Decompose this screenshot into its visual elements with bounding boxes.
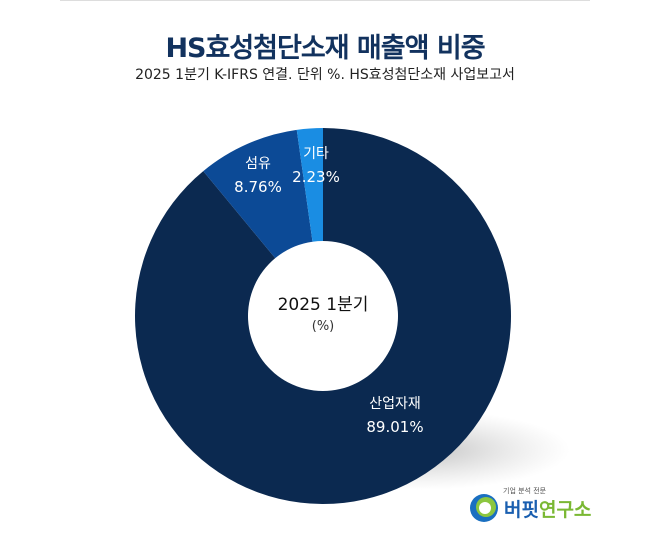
- logo-icon: [470, 494, 498, 522]
- chart-frame: [60, 0, 590, 537]
- slice-1: [203, 129, 313, 259]
- value-label: 2.23%: [292, 168, 340, 186]
- slice-2: [296, 128, 323, 242]
- chart-title: HS효성첨단소재 매출액 비중: [165, 33, 485, 64]
- category-label: 기타: [303, 146, 329, 162]
- category-label: 섬유: [245, 156, 271, 172]
- value-label: 8.76%: [234, 178, 282, 196]
- chart-subtitle: 2025 1분기 K-IFRS 연결. 단위 %. HS효성첨단소재 사업보고서: [135, 67, 515, 83]
- category-label: 산업자재: [369, 396, 421, 412]
- slice-0: [134, 128, 511, 504]
- value-label: 89.01%: [366, 418, 423, 436]
- center-unit: (%): [312, 319, 335, 334]
- center-label: 2025 1분기: [278, 295, 369, 315]
- buffett-lab-logo: 기업 분석 전문 버핏 연구소: [468, 487, 591, 524]
